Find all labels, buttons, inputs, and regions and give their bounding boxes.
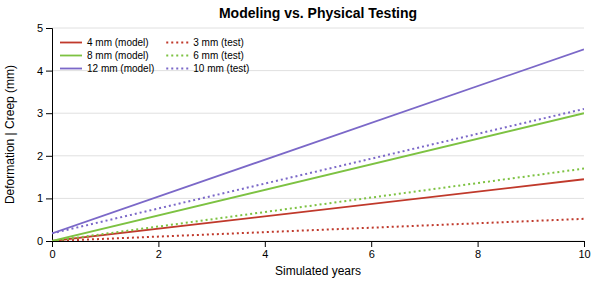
tick-mark	[46, 113, 52, 114]
tick: 5	[37, 22, 52, 34]
tick-label: 2	[37, 150, 43, 162]
grid-line	[52, 28, 584, 29]
tick-mark	[46, 198, 52, 199]
tick: 0	[37, 235, 52, 247]
legend-swatch	[60, 68, 82, 70]
plot: 0 2 4 6 8 10 0 1 2 3 4 5 4 mm (model) 8 mm (model) 12 …	[37, 22, 591, 260]
tick: 4	[262, 241, 268, 260]
tick: 1	[37, 192, 52, 204]
tick-label: 1	[37, 192, 43, 204]
legend-swatch	[166, 55, 188, 57]
legend-item: 8 mm (model)	[60, 50, 149, 61]
series-line	[52, 179, 584, 241]
tick-label: 4	[37, 65, 43, 77]
legend-swatch	[60, 55, 82, 57]
grid-line	[52, 198, 584, 199]
tick-label: 0	[37, 235, 43, 247]
axis-line	[46, 29, 53, 242]
axis-line	[53, 242, 585, 248]
tick-mark	[265, 241, 266, 247]
legend-label: 6 mm (test)	[193, 50, 244, 61]
tick-label: 8	[475, 248, 481, 260]
tick: 3	[37, 107, 52, 119]
legend-label: 4 mm (model)	[87, 37, 149, 48]
x-axis: 0 2 4 6 8 10	[49, 241, 590, 260]
series-line	[52, 169, 584, 241]
tick-mark	[158, 241, 159, 247]
grid	[52, 28, 584, 241]
tick-mark	[46, 241, 52, 242]
legend-label: 3 mm (test)	[193, 37, 244, 48]
tick-label: 3	[37, 107, 43, 119]
lines	[52, 49, 584, 241]
tick-label: 4	[262, 248, 268, 260]
legend-swatch	[166, 68, 188, 70]
legend-swatch	[60, 42, 82, 44]
legend-item: 10 mm (test)	[166, 63, 249, 74]
legend-item: 12 mm (model)	[60, 63, 154, 74]
tick-mark	[46, 28, 52, 29]
legend-swatch	[166, 42, 188, 44]
tick-label: 10	[578, 248, 590, 260]
legend-item: 3 mm (test)	[166, 37, 244, 48]
legend-item: 6 mm (test)	[166, 50, 244, 61]
y-axis: 0 1 2 3 4 5	[37, 22, 53, 247]
legend: 4 mm (model) 8 mm (model) 12 mm (model) 3 m…	[60, 37, 249, 74]
legend-label: 10 mm (test)	[193, 63, 249, 74]
tick: 2	[156, 241, 162, 260]
legend-label: 8 mm (model)	[87, 50, 149, 61]
series-line	[52, 113, 584, 241]
tick-mark	[371, 241, 372, 247]
tick: 8	[475, 241, 481, 260]
legend-item: 4 mm (model)	[60, 37, 149, 48]
tick-label: 5	[37, 22, 43, 34]
tick-label: 2	[156, 248, 162, 260]
grid-line	[52, 155, 584, 156]
tick: 0	[49, 241, 55, 260]
tick: 2	[37, 150, 52, 162]
tick-label: 0	[49, 248, 55, 260]
grid-line	[52, 113, 584, 114]
tick-mark	[46, 156, 52, 157]
tick: 4	[37, 65, 52, 77]
x-label: Simulated years	[275, 264, 361, 278]
series-line	[52, 109, 584, 233]
series-line	[52, 49, 584, 233]
tick-mark	[478, 241, 479, 247]
chart: 0 2 4 6 8 10 0 1 2 3 4 5 4 mm (model) 8 mm (model) 12 …	[0, 0, 600, 281]
tick: 6	[369, 241, 375, 260]
tick-mark	[584, 241, 585, 247]
tick-label: 6	[369, 248, 375, 260]
y-label: Deformation | Creep (mm)	[3, 65, 17, 204]
tick: 10	[578, 241, 590, 260]
title: Modeling vs. Physical Testing	[219, 5, 417, 21]
legend-label: 12 mm (model)	[87, 63, 154, 74]
tick-mark	[46, 71, 52, 72]
